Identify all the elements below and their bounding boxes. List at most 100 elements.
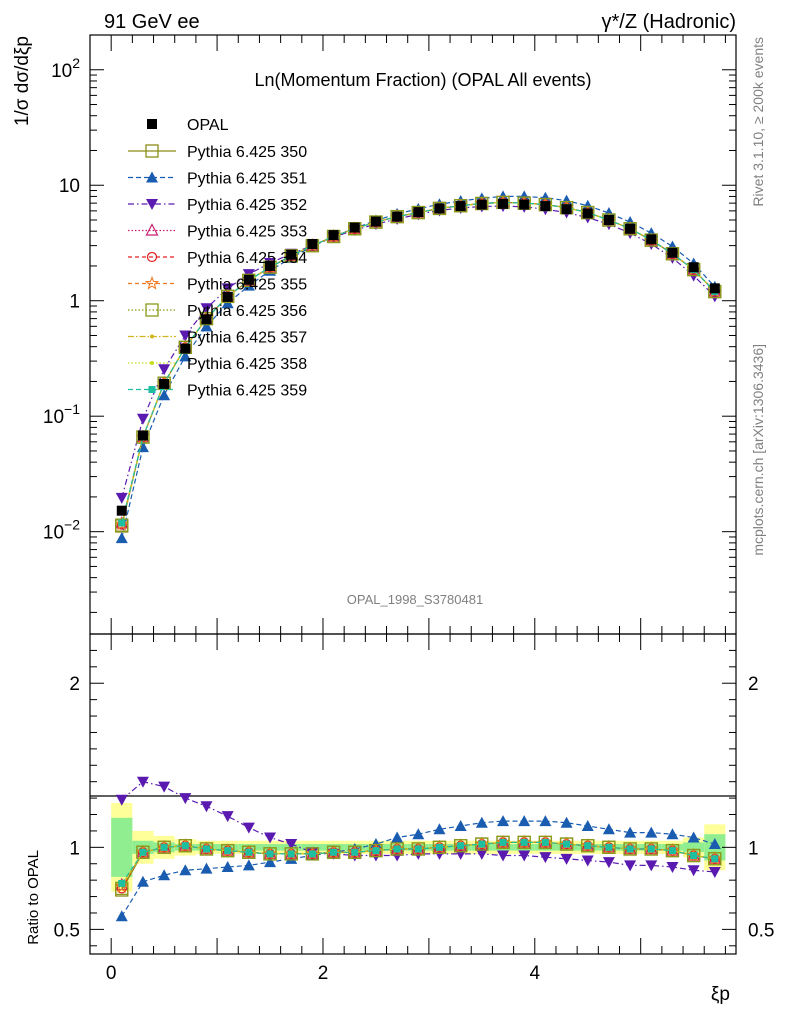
- data-point: [520, 838, 528, 846]
- data-point: [455, 201, 466, 212]
- data-point: [603, 215, 614, 226]
- data-point: [158, 364, 171, 376]
- data-point: [242, 273, 256, 288]
- data-point: [518, 815, 531, 827]
- data-point: [624, 860, 637, 872]
- data-point: [498, 198, 509, 209]
- data-point: [476, 199, 487, 210]
- data-point: [581, 199, 594, 211]
- data-point: [118, 519, 126, 527]
- data-point: [413, 207, 424, 218]
- ratio-ylabel: Ratio to OPAL: [25, 850, 42, 945]
- data-point: [432, 201, 447, 216]
- main-panel: 10−2 10−1 1 10 102 Ln(Momentum Fraction) (OP…: [12, 34, 737, 635]
- rivet-label: Rivet 3.1.10, ≥ 200k events: [750, 37, 766, 207]
- data-point: [560, 194, 573, 206]
- legend-entry: Pythia 6.425 353: [128, 223, 307, 241]
- data-point: [581, 205, 595, 220]
- data-point: [563, 840, 571, 848]
- data-point: [200, 862, 213, 874]
- data-point: [667, 247, 678, 258]
- data-point: [351, 848, 359, 856]
- data-point: [666, 828, 679, 840]
- data-point: [221, 811, 234, 823]
- data-point: [180, 343, 191, 354]
- data-point: [370, 216, 381, 227]
- ratio-y-tick-label-right: 1: [748, 838, 759, 859]
- data-point: [541, 838, 549, 846]
- data-point: [179, 330, 192, 342]
- data-point: [708, 838, 721, 850]
- legend-label: Pythia 6.425 350: [187, 144, 307, 161]
- data-point: [114, 516, 129, 531]
- legend-label: Pythia 6.425 357: [187, 330, 307, 347]
- legend-entry: Pythia 6.425 351: [128, 171, 307, 188]
- data-point: [708, 852, 722, 866]
- data-point: [158, 781, 171, 793]
- data-point: [414, 845, 422, 853]
- data-point: [369, 215, 383, 229]
- data-point: [116, 505, 127, 516]
- data-point: [626, 845, 634, 853]
- legend-entry: Pythia 6.425 350: [128, 144, 307, 161]
- data-point: [145, 223, 159, 236]
- inner-band-bin: [683, 842, 705, 853]
- data-point: [623, 222, 637, 236]
- data-point: [200, 320, 213, 332]
- data-point: [645, 860, 658, 872]
- data-point: [390, 209, 404, 224]
- data-point: [179, 793, 192, 805]
- legend-entry: Pythia 6.425 359: [128, 383, 307, 400]
- legend-label: Pythia 6.425 356: [187, 303, 307, 320]
- ratio-series-Pythia-6_425-351: [115, 815, 721, 922]
- legend-label: Pythia 6.425 354: [187, 250, 307, 267]
- data-point: [349, 222, 360, 233]
- data-point: [372, 847, 380, 855]
- data-point: [158, 389, 171, 401]
- data-point: [645, 826, 658, 838]
- data-point: [330, 848, 338, 856]
- data-point: [286, 249, 297, 260]
- inner-band-bin: [111, 817, 133, 877]
- legend-label: Pythia 6.425 352: [187, 197, 307, 214]
- data-point: [136, 875, 149, 887]
- legend-entry: Pythia 6.425 355: [128, 275, 307, 294]
- data-point: [201, 314, 212, 325]
- series-line: [121, 205, 716, 499]
- ratio-y-tick-label: 1: [69, 838, 80, 859]
- data-point: [118, 879, 126, 887]
- data-point: [711, 855, 719, 863]
- data-point: [115, 794, 128, 806]
- data-point: [158, 869, 171, 881]
- data-point: [602, 857, 615, 869]
- data-point: [665, 247, 680, 261]
- data-point: [264, 832, 277, 844]
- data-point: [582, 208, 593, 219]
- y-tick-label: 10−1: [43, 401, 80, 428]
- ratio-y-tick-label-right: 2: [748, 674, 759, 695]
- data-point: [686, 848, 701, 863]
- legend-entry-opal: OPAL: [147, 117, 229, 134]
- data-point: [434, 203, 445, 214]
- data-point: [646, 234, 657, 245]
- data-point: [145, 303, 159, 317]
- data-point: [412, 828, 425, 840]
- data-point: [457, 842, 465, 850]
- data-point: [266, 850, 274, 858]
- legend: OPAL Pythia 6.425 350 Pythia 6.425 351 Pyth…: [128, 117, 307, 400]
- ratio-series-layer: [114, 776, 722, 922]
- data-point: [181, 842, 189, 850]
- data-point: [146, 251, 158, 263]
- data-point: [136, 845, 150, 859]
- data-point: [497, 850, 510, 862]
- ratio-y-tick-label-right: 0.5: [748, 920, 774, 941]
- data-point: [285, 839, 298, 851]
- data-point: [307, 238, 318, 249]
- legend-entry: Pythia 6.425 358: [128, 356, 307, 373]
- legend-entry: Pythia 6.425 354: [128, 250, 307, 267]
- x-tick-label: 4: [529, 963, 540, 984]
- data-point: [605, 843, 613, 851]
- data-point: [602, 213, 616, 227]
- ratio-y-tick-label: 2: [69, 674, 80, 695]
